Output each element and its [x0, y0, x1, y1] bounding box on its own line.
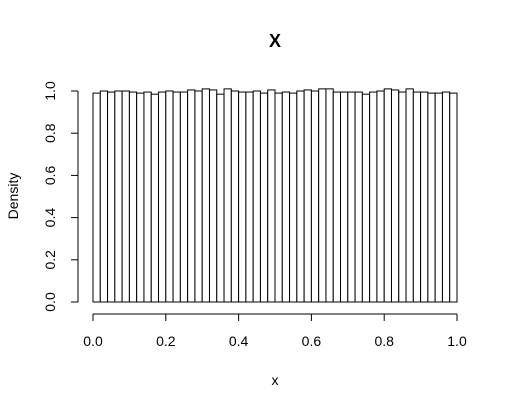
x-tick-label: 0.0 [83, 333, 103, 349]
histogram-bar [274, 92, 283, 303]
histogram-bar [303, 89, 312, 303]
histogram-bar [390, 89, 400, 303]
x-axis: 0.0 0.2 0.4 0.6 0.8 1.0 [83, 313, 467, 349]
x-tick-label: 0.4 [229, 333, 249, 349]
histogram-bar [369, 91, 378, 303]
histogram-bar [267, 89, 276, 303]
histogram-bar [136, 92, 145, 303]
x-tick-label: 0.6 [302, 333, 322, 349]
histogram-bar [114, 90, 123, 303]
histogram-bar [245, 91, 254, 303]
histogram-bar [434, 92, 443, 303]
histogram-bar [194, 90, 203, 303]
histogram-bar [281, 91, 291, 303]
histogram-bar [216, 93, 225, 303]
histogram-bar [128, 91, 138, 303]
histogram-bar [201, 88, 210, 303]
histogram-bar [165, 90, 174, 303]
histogram-bar [208, 89, 218, 303]
histogram-bar [187, 89, 196, 303]
y-tick-label: 1.0 [42, 81, 58, 101]
x-tick-label: 0.8 [374, 333, 394, 349]
histogram-bar [412, 91, 422, 303]
histogram-bar [121, 90, 130, 303]
histogram-bar [99, 90, 109, 303]
histogram-bar [179, 91, 189, 303]
histogram-bar [376, 90, 385, 303]
y-axis-label: Density [5, 173, 21, 220]
histogram-bar [150, 93, 160, 303]
histogram-bar [296, 90, 305, 303]
histogram-bar [158, 91, 167, 303]
histogram-bar [238, 91, 247, 303]
histogram-bar [223, 88, 232, 303]
histogram-bar [398, 91, 407, 303]
x-axis-label: x [272, 372, 279, 388]
histogram-bar [252, 90, 261, 303]
x-tick-label: 1.0 [447, 333, 467, 349]
y-tick-label: 0.8 [42, 123, 58, 143]
histogram-bar [449, 92, 458, 303]
y-tick-label: 0.2 [42, 250, 58, 270]
histogram-bar [441, 91, 451, 303]
histogram-bar [383, 88, 392, 303]
chart-title: X [269, 31, 281, 51]
histogram-bar [107, 91, 116, 303]
histogram-bar [420, 91, 429, 303]
histogram-bar [230, 90, 240, 303]
histogram-bar [405, 88, 414, 303]
y-tick-label: 0.6 [42, 165, 58, 185]
histogram-bar [347, 91, 356, 303]
histogram-bar [332, 91, 342, 303]
histogram-bar [172, 91, 181, 303]
histogram-bar [92, 92, 101, 303]
histogram-bar [361, 93, 371, 303]
x-tick-label: 0.2 [156, 333, 176, 349]
histogram-bar [259, 92, 269, 303]
histogram-bar [427, 92, 436, 303]
y-tick-label: 0.0 [42, 292, 58, 312]
histogram-bar [325, 88, 334, 303]
histogram-bar [143, 91, 152, 303]
histogram-bar [340, 91, 349, 303]
histogram-bars [92, 88, 458, 303]
histogram-bar [318, 88, 327, 303]
histogram-bar [289, 92, 298, 303]
y-tick-label: 0.4 [42, 208, 58, 228]
y-axis: 0.0 0.2 0.4 0.6 0.8 1.0 [42, 81, 79, 312]
histogram-bar [354, 91, 363, 303]
histogram-bar [310, 90, 320, 303]
